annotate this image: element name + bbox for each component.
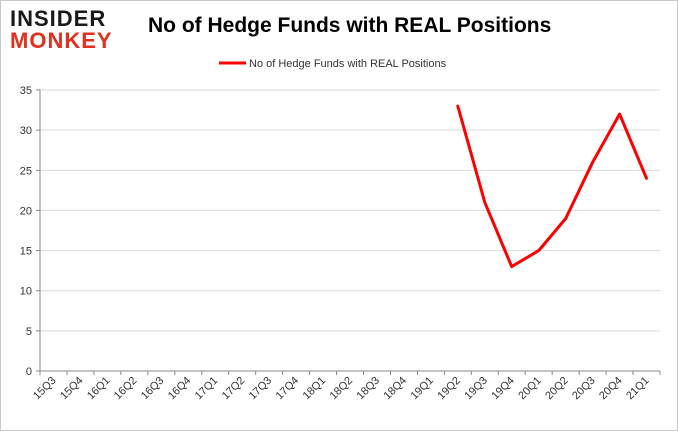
x-tick-label-17Q4: 17Q4 xyxy=(274,375,302,403)
x-tick-label-18Q4: 18Q4 xyxy=(382,375,410,403)
x-tick-label-15Q3: 15Q3 xyxy=(31,375,59,403)
grid-lines xyxy=(40,89,660,372)
y-tick-label-20: 20 xyxy=(20,205,32,217)
legend: No of Hedge Funds with REAL Positions xyxy=(219,58,447,70)
y-tick-label-0: 0 xyxy=(26,366,32,378)
x-tick-label-20Q4: 20Q4 xyxy=(597,375,625,403)
logo-line-1: INSIDER xyxy=(10,6,107,31)
x-tick-label-17Q1: 17Q1 xyxy=(193,375,221,403)
chart-title: No of Hedge Funds with REAL Positions xyxy=(148,14,552,37)
logo-line-2: MONKEY xyxy=(10,28,113,53)
x-tick-label-18Q2: 18Q2 xyxy=(328,375,356,403)
x-tick-label-17Q2: 17Q2 xyxy=(220,375,248,403)
x-tick-label-19Q1: 19Q1 xyxy=(408,375,436,403)
y-tick-label-5: 5 xyxy=(26,326,32,338)
x-tick-label-19Q2: 19Q2 xyxy=(435,375,463,403)
x-tick-label-20Q2: 20Q2 xyxy=(543,375,571,403)
y-tick-label-35: 35 xyxy=(20,85,32,97)
x-tick-label-18Q3: 18Q3 xyxy=(355,375,383,403)
x-tick-label-18Q1: 18Q1 xyxy=(301,375,329,403)
series-group xyxy=(456,104,648,269)
x-tick-label-16Q4: 16Q4 xyxy=(166,375,194,403)
x-tick-label-19Q4: 19Q4 xyxy=(489,375,517,403)
x-tick-labels: 15Q3 15Q4 16Q1 16Q2 16Q3 16Q4 17Q1 17Q2 17Q3 17Q4… xyxy=(31,375,652,403)
series-line-0 xyxy=(456,104,648,269)
axes xyxy=(36,89,661,375)
x-tick-label-21Q1: 21Q1 xyxy=(624,375,652,403)
x-tick-label-15Q4: 15Q4 xyxy=(58,375,86,403)
x-tick-label-16Q1: 16Q1 xyxy=(85,375,113,403)
y-tick-label-10: 10 xyxy=(20,286,32,298)
y-tick-labels: 0 5 10 15 20 25 30 35 xyxy=(20,85,32,378)
y-tick-label-30: 30 xyxy=(20,125,32,137)
x-tick-label-16Q3: 16Q3 xyxy=(139,375,167,403)
legend-label: No of Hedge Funds with REAL Positions xyxy=(249,58,447,70)
insider-monkey-logo: INSIDER MONKEY xyxy=(10,8,130,52)
x-tick-label-16Q2: 16Q2 xyxy=(112,375,140,403)
y-tick-label-15: 15 xyxy=(20,246,32,258)
x-tick-label-19Q3: 19Q3 xyxy=(462,375,490,403)
y-tick-label-25: 25 xyxy=(20,165,32,177)
x-tick-label-20Q3: 20Q3 xyxy=(570,375,598,403)
x-tick-label-20Q1: 20Q1 xyxy=(516,375,544,403)
x-tick-label-17Q3: 17Q3 xyxy=(247,375,275,403)
